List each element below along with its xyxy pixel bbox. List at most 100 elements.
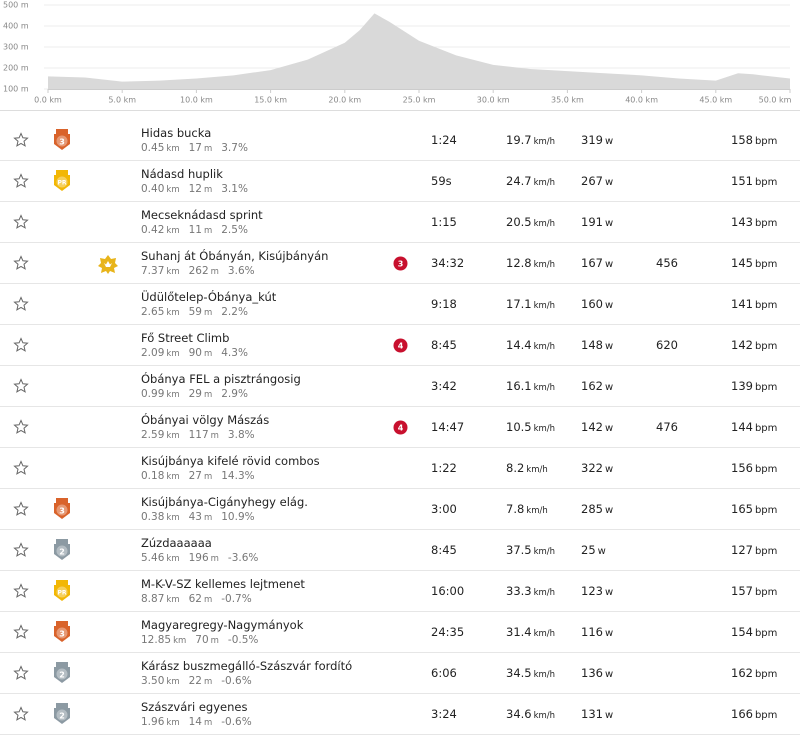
- heart-rate-unit: bpm: [754, 628, 778, 639]
- distance: 1.96 km: [141, 716, 180, 728]
- speed-value: 37.5: [506, 543, 532, 557]
- distance-value: 1.96: [141, 716, 165, 728]
- distance: 0.18 km: [141, 470, 180, 482]
- star-button[interactable]: [13, 378, 29, 394]
- star-button[interactable]: [13, 296, 29, 312]
- power-value: 191: [581, 215, 603, 229]
- elevation: 43 m: [189, 511, 213, 523]
- power-unit: w: [604, 218, 614, 229]
- speed-unit: km/h: [533, 342, 556, 352]
- segment-name[interactable]: Hidas bucka: [141, 126, 212, 140]
- extra-metric: 456: [656, 256, 678, 270]
- elevation-value: 117: [188, 429, 209, 441]
- x-tick-label: 30.0 km: [477, 96, 510, 105]
- badge-inner: [56, 668, 68, 680]
- heart-rate-unit: bpm: [754, 669, 778, 680]
- segment-name[interactable]: Suhanj át Óbányán, Kisújbányán: [141, 249, 329, 263]
- star-button[interactable]: [13, 337, 29, 353]
- heart-rate-value: 157: [731, 584, 753, 598]
- power-unit: w: [604, 177, 614, 188]
- star-button[interactable]: [13, 214, 29, 230]
- x-tick-label: 50.0 km: [759, 96, 792, 105]
- speed: 8.2 km/h: [506, 461, 548, 475]
- star-button[interactable]: [13, 542, 29, 558]
- heart-rate-value: 151: [731, 174, 753, 188]
- elevation-unit: m: [210, 431, 219, 441]
- distance: 0.42 km: [141, 224, 180, 236]
- speed-value: 12.8: [506, 256, 532, 270]
- category-badge: 3: [54, 498, 70, 519]
- segment-name[interactable]: Óbányai völgy Mászás: [141, 413, 270, 427]
- segment-name[interactable]: Kisújbánya-Cigányhegy elág.: [141, 495, 308, 509]
- star-button[interactable]: [13, 624, 29, 640]
- segment-name[interactable]: Zúzdaaaaaa: [141, 536, 212, 550]
- distance: 0.38 km: [141, 511, 180, 523]
- star-icon: [13, 665, 29, 680]
- heart-rate: 143 bpm: [731, 215, 777, 229]
- speed-unit: km/h: [533, 547, 556, 557]
- star-button[interactable]: [13, 706, 29, 722]
- power: 162 w: [581, 379, 613, 393]
- elevation: 117 m: [189, 429, 219, 441]
- speed-value: 16.1: [506, 379, 532, 393]
- segment-name[interactable]: Nádasd huplik: [141, 167, 223, 181]
- power-unit: w: [604, 464, 614, 475]
- power: 131 w: [581, 707, 613, 721]
- elevation-unit: m: [203, 595, 213, 605]
- star-button[interactable]: [13, 460, 29, 476]
- power-value: 136: [581, 666, 603, 680]
- heart-rate: 166 bpm: [731, 707, 777, 721]
- grade: 10.9%: [221, 511, 255, 523]
- star-button[interactable]: [13, 583, 29, 599]
- elevation: 90 m: [189, 347, 213, 359]
- power-value: 267: [581, 174, 603, 188]
- star-button[interactable]: [13, 419, 29, 435]
- star-button[interactable]: [13, 173, 29, 189]
- segment-name[interactable]: Óbánya FEL a pisztrángosig: [141, 372, 301, 386]
- time: 1:15: [431, 215, 457, 229]
- elevation-value: 12: [188, 183, 202, 195]
- segment-name[interactable]: M-K-V-SZ kellemes lejtmenet: [141, 577, 305, 591]
- star-button[interactable]: [13, 665, 29, 681]
- star-button[interactable]: [13, 255, 29, 271]
- elevation: 29 m: [189, 388, 213, 400]
- star-button[interactable]: [13, 501, 29, 517]
- heart-rate-value: 165: [731, 502, 753, 516]
- speed: 10.5 km/h: [506, 420, 555, 434]
- heart-rate: 158 bpm: [731, 133, 777, 147]
- elevation-unit: m: [203, 472, 213, 482]
- segment-name[interactable]: Kárász buszmegálló-Szászvár fordító: [141, 659, 353, 673]
- star-icon: [13, 624, 29, 639]
- category-badge: 3: [54, 129, 70, 150]
- segment-name[interactable]: Magyaregregy-Nagymányok: [141, 618, 304, 632]
- heart-rate-unit: bpm: [754, 300, 778, 311]
- segment-name[interactable]: Kisújbánya kifelé rövid combos: [141, 454, 320, 468]
- segment-row: Üdülőtelep-Óbánya_kút 2.65 km 59 m 2.2% 9:18 17…: [0, 284, 800, 325]
- x-tick-label: 0.0 km: [34, 96, 62, 105]
- category-badge: PR: [54, 170, 70, 191]
- power-value: 319: [581, 133, 603, 147]
- x-tick-label: 25.0 km: [403, 96, 436, 105]
- power: 191 w: [581, 215, 613, 229]
- badge-strap: [56, 580, 68, 586]
- elevation: 262 m: [189, 265, 219, 277]
- speed: 33.3 km/h: [506, 584, 555, 598]
- elevation-unit: m: [203, 308, 213, 318]
- distance-value: 12.85: [141, 634, 172, 646]
- badge-inner: [56, 545, 68, 557]
- star-icon: [13, 419, 29, 434]
- segment-row: 3 Magyaregregy-Nagymányok 12.85 km 70 m -0.5% 2…: [0, 612, 800, 653]
- segment-stats: 2.65 km 59 m 2.2%: [141, 306, 248, 318]
- star-button[interactable]: [13, 132, 29, 148]
- segment-name[interactable]: Üdülőtelep-Óbánya_kút: [141, 290, 277, 304]
- segment-name[interactable]: Szászvári egyenes: [141, 700, 248, 714]
- grade: -0.5%: [227, 634, 259, 646]
- star-icon: [13, 255, 29, 270]
- segment-name[interactable]: Mecseknádasd sprint: [141, 208, 263, 222]
- segment-stats: 8.87 km 62 m -0.7%: [141, 593, 252, 605]
- grade: 14.3%: [221, 470, 255, 482]
- segment-name[interactable]: Fő Street Climb: [141, 331, 230, 345]
- heart-rate-unit: bpm: [754, 464, 778, 475]
- badge-shield: [54, 626, 70, 642]
- heart-rate-value: 145: [731, 256, 753, 270]
